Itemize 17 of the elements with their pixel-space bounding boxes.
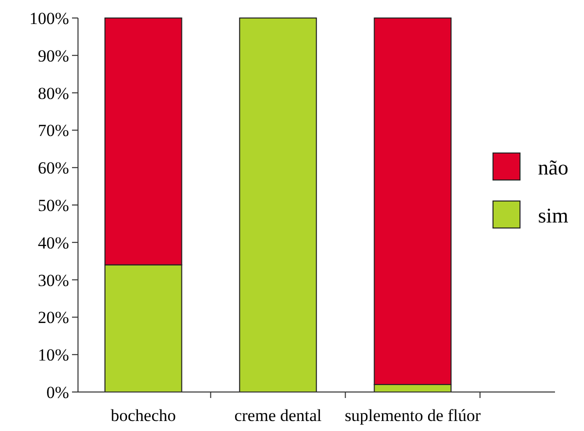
y-tick-label: 30% — [38, 270, 69, 290]
x-tick-label: suplemento de flúor — [344, 406, 481, 425]
y-tick-label: 60% — [38, 158, 69, 178]
y-tick-label: 50% — [38, 196, 69, 215]
y-tick-label: 70% — [38, 121, 69, 140]
x-tick-label: bochecho — [110, 406, 176, 425]
y-tick-label: 90% — [38, 46, 69, 66]
legend-label: não — [538, 155, 568, 180]
y-tick-label: 20% — [38, 308, 69, 328]
y-tick-label: 80% — [38, 84, 69, 103]
y-tick-label: 0% — [46, 382, 69, 402]
legend-label: sim — [538, 203, 568, 228]
y-tick-label: 40% — [38, 233, 69, 252]
x-tick-label: creme dental — [234, 406, 322, 425]
y-tick-label: 10% — [38, 346, 69, 365]
y-tick-label: 100% — [29, 8, 69, 28]
bar — [239, 18, 317, 392]
